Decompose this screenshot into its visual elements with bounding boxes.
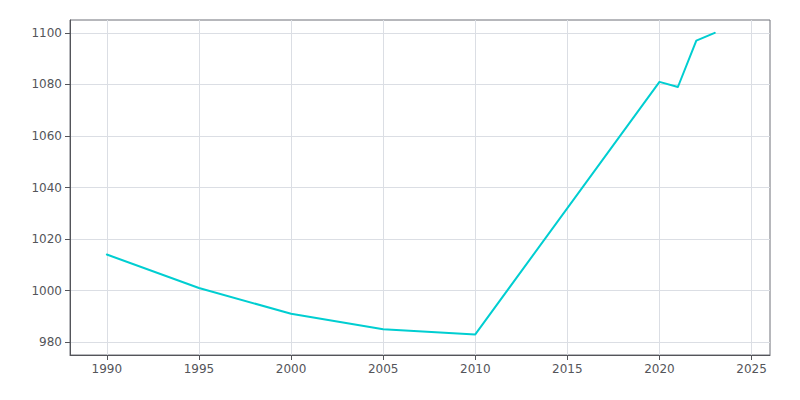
svg-text:1990: 1990 <box>92 362 123 376</box>
svg-text:1080: 1080 <box>31 77 62 91</box>
svg-text:1995: 1995 <box>184 362 215 376</box>
svg-text:2025: 2025 <box>736 362 767 376</box>
svg-text:980: 980 <box>39 335 62 349</box>
svg-text:2005: 2005 <box>368 362 399 376</box>
svg-text:2000: 2000 <box>276 362 307 376</box>
svg-text:1040: 1040 <box>31 181 62 195</box>
svg-text:1100: 1100 <box>31 26 62 40</box>
svg-text:2010: 2010 <box>460 362 491 376</box>
svg-text:2015: 2015 <box>552 362 583 376</box>
svg-text:2020: 2020 <box>644 362 675 376</box>
svg-text:1060: 1060 <box>31 129 62 143</box>
svg-text:1020: 1020 <box>31 232 62 246</box>
svg-text:1000: 1000 <box>31 284 62 298</box>
